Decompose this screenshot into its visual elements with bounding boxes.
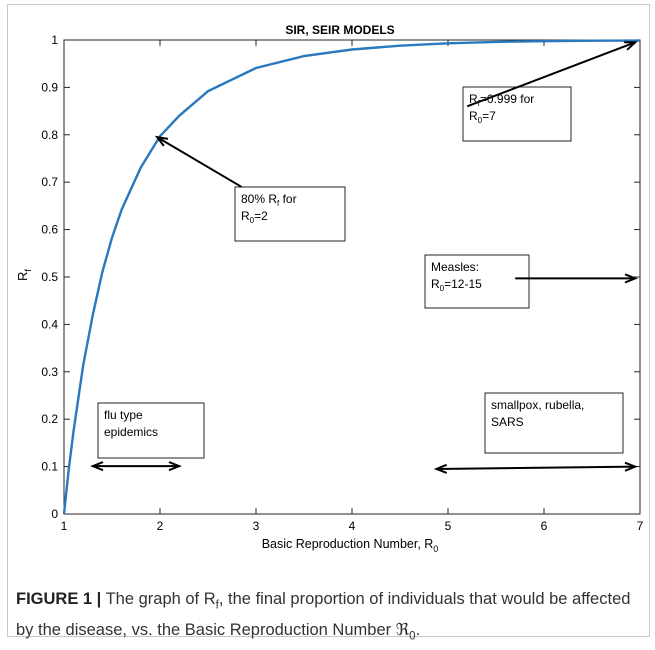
annotation-box <box>462 86 572 142</box>
x-tick-label: 1 <box>61 519 68 533</box>
y-tick-label: 0.6 <box>41 223 58 237</box>
x-tick-label: 2 <box>157 519 164 533</box>
y-tick-label: 0.4 <box>41 317 58 331</box>
y-tick-label: 0.8 <box>41 128 58 142</box>
chart-title: SIR, SEIR MODELS <box>285 23 394 37</box>
annotation-text: R0=7 <box>469 109 496 125</box>
x-tick-labels: 1 2 3 4 5 6 7 <box>61 519 644 533</box>
y-tick-label: 0.1 <box>41 460 58 474</box>
axis-ticks <box>63 39 641 515</box>
arrow-head <box>624 461 638 472</box>
annotation-box <box>97 402 205 459</box>
annotation-box <box>424 254 530 309</box>
arrow-head <box>624 273 638 284</box>
annotation-text: R0=2 <box>241 209 268 225</box>
r0-symbol: ℜ <box>395 621 410 640</box>
x-tick-label: 7 <box>637 519 644 533</box>
chart: 1 2 3 4 5 6 7 0 0.1 0.2 0.3 0.4 0.5 0.6 0.7 0.8 0.9 1 Rf… <box>15 23 644 554</box>
figure-frame <box>7 4 650 637</box>
x-tick-label: 4 <box>349 519 356 533</box>
caption-text-continued: , the final proportion of individuals th… <box>16 590 631 640</box>
arrow-head <box>154 135 169 147</box>
y-tick-label: 0.2 <box>41 412 58 426</box>
y-axis-label: Rf <box>15 269 33 281</box>
y-tick-label: 0.7 <box>41 175 58 189</box>
caption-text: The graph of R <box>101 590 216 608</box>
arrow-line <box>156 136 243 188</box>
arrow-head <box>624 41 638 51</box>
x-tick-label: 6 <box>541 519 548 533</box>
figure-caption: FIGURE 1 | The graph of Rf, the final pr… <box>16 587 636 650</box>
r0-symbol-subscript: 0 <box>409 630 416 643</box>
arrow-head <box>168 461 182 472</box>
y-tick-label: 0.3 <box>41 365 58 379</box>
caption-label: FIGURE 1 | <box>16 590 102 608</box>
arrow-head <box>90 461 104 472</box>
annotation-text: R0=12-15 <box>431 277 482 293</box>
annotation-text: smallpox, rubella, <box>491 398 584 412</box>
y-tick-labels: 0 0.1 0.2 0.3 0.4 0.5 0.6 0.7 0.8 0.9 1 <box>41 33 58 521</box>
annotation-text: epidemics <box>104 425 158 439</box>
caption-end: . <box>415 621 421 640</box>
annotation-text: flu type <box>104 408 143 422</box>
arrow-line <box>436 465 636 470</box>
annotation-text: Measles: <box>431 260 479 274</box>
x-tick-label: 5 <box>445 519 452 533</box>
x-axis-label: Basic Reproduction Number, R0 <box>262 537 439 554</box>
x-tick-label: 3 <box>253 519 260 533</box>
annotation-box <box>234 186 346 242</box>
annotation-box <box>484 392 624 454</box>
y-tick-label: 0.5 <box>41 270 58 284</box>
annotation-arrows <box>90 41 638 474</box>
y-tick-label: 0 <box>51 507 58 521</box>
y-tick-label: 1 <box>51 33 58 47</box>
annotation-text: SARS <box>491 415 524 429</box>
series-line <box>62 39 641 515</box>
caption-subscript: f <box>215 599 219 612</box>
arrow-line <box>466 41 636 108</box>
y-tick-label: 0.9 <box>41 80 58 94</box>
annotation-text: 80% Rf for <box>241 192 297 208</box>
arrow-head <box>433 463 448 474</box>
